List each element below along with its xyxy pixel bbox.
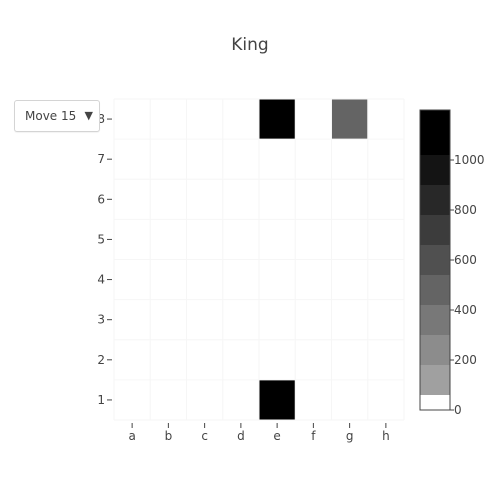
x-tick-label: c (201, 429, 208, 443)
y-tick-label: 2 (97, 353, 105, 367)
y-tick-label: 4 (97, 273, 105, 287)
y-tick-label: 6 (97, 192, 105, 206)
y-tick-label: 3 (97, 313, 105, 327)
colorbar-band (420, 335, 450, 365)
colorbar-band (420, 365, 450, 395)
colorbar-band (420, 110, 450, 155)
heatmap-cell-g8 (332, 99, 368, 139)
x-tick-label: e (273, 429, 280, 443)
y-tick-label: 5 (97, 232, 105, 246)
move-select-dropdown[interactable]: Move 15 ▼ (14, 100, 100, 132)
x-tick-label: d (237, 429, 245, 443)
move-select-value: Move 15 (25, 109, 77, 123)
heatmap-cells (259, 99, 368, 420)
colorbar-band (420, 185, 450, 215)
x-tick-label: f (311, 429, 316, 443)
x-tick-label: h (382, 429, 390, 443)
colorbar-band (420, 275, 450, 305)
y-tick-label: 7 (97, 152, 105, 166)
colorbar-band (420, 395, 450, 410)
board-grid (113, 98, 405, 421)
x-axis: a b c d e f g h (128, 423, 390, 443)
colorbar-tick-label: 0 (454, 403, 462, 417)
colorbar: 0 200 400 600 800 1000 (419, 109, 485, 417)
y-tick-label: 8 (97, 112, 105, 126)
heatmap-cell-e1 (259, 380, 295, 420)
colorbar-band (420, 305, 450, 335)
colorbar-band (420, 155, 450, 185)
colorbar-tick-label: 400 (454, 303, 477, 317)
chevron-down-icon: ▼ (84, 109, 93, 122)
colorbar-tick-label: 600 (454, 253, 477, 267)
heatmap-cell-e8 (259, 99, 295, 139)
colorbar-tick-label: 200 (454, 353, 477, 367)
colorbar-band (420, 215, 450, 245)
colorbar-tick-label: 1000 (454, 153, 485, 167)
x-tick-label: b (165, 429, 173, 443)
x-tick-label: g (346, 429, 354, 443)
y-axis: 1 2 3 4 5 6 7 8 (97, 112, 112, 407)
chart-title: King (231, 35, 268, 55)
y-tick-label: 1 (97, 393, 105, 407)
x-tick-label: a (128, 429, 135, 443)
colorbar-band (420, 245, 450, 275)
colorbar-tick-label: 800 (454, 203, 477, 217)
